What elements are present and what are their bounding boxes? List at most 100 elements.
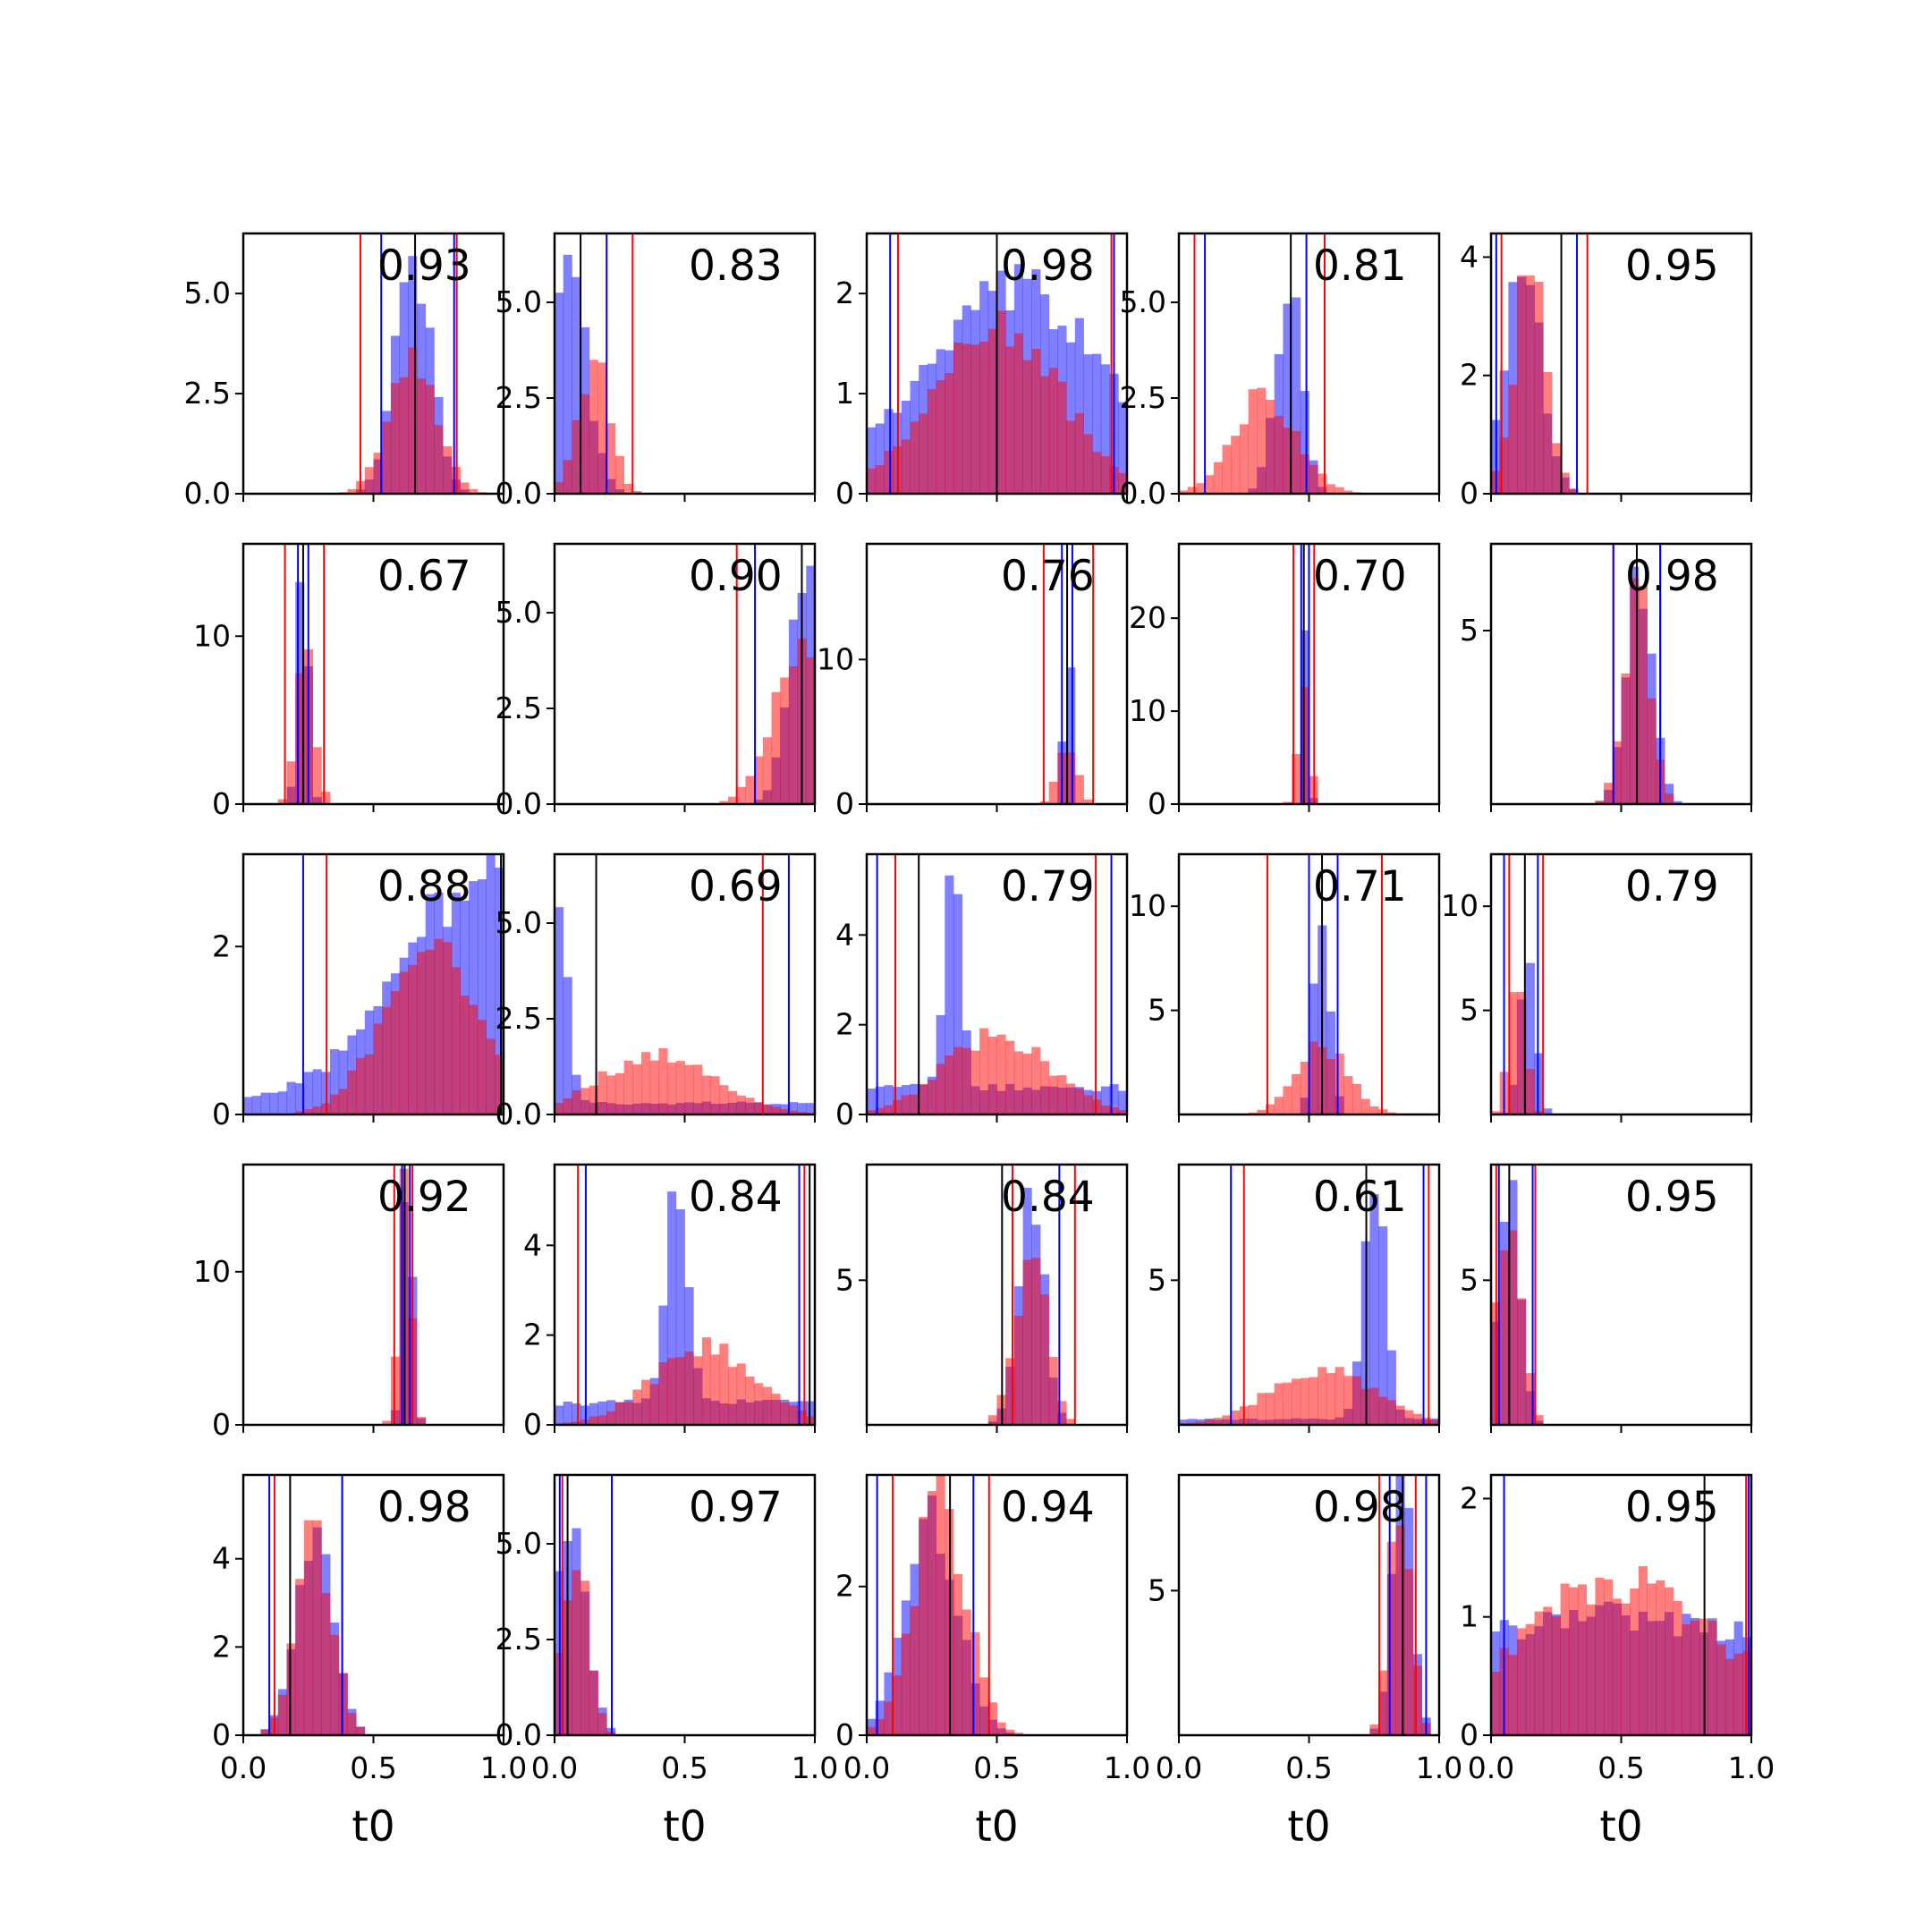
red-histogram-bar [623,1402,633,1425]
score-label: 0.93 [377,242,471,291]
blue-histogram-bar [875,423,885,494]
red-histogram-bar [1318,473,1327,494]
red-histogram-bar [970,1631,980,1735]
red-histogram-bar [641,1052,651,1114]
y-tick-label: 2 [212,928,231,963]
red-histogram-bar [970,1050,980,1114]
red-histogram-bar [1309,1377,1318,1425]
red-histogram-bar [1040,1294,1050,1425]
blue-histogram-bar [563,1401,572,1425]
blue-histogram-bar [1179,1419,1189,1425]
blue-histogram-bar [330,1049,340,1114]
red-histogram-bar [1560,1583,1570,1735]
y-tick-label: 5.0 [184,275,231,310]
blue-histogram-bar [875,1086,885,1114]
histogram-panel: 0 2 4 0.79 [835,852,1129,1131]
blue-histogram-bar [277,1091,287,1114]
red-histogram-bar [1248,1404,1258,1425]
red-histogram-bar [614,455,624,494]
red-histogram-bar [927,388,936,494]
red-histogram-bar [1300,1061,1309,1114]
score-label: 0.71 [1313,862,1407,911]
histogram-panel: 0.0 2.5 5.0 0.93 [184,232,505,511]
y-tick-label: 2 [523,1318,542,1352]
red-histogram-bar [762,1105,772,1114]
blue-histogram-bar [884,1085,894,1114]
red-histogram-bar [1257,1109,1267,1114]
blue-histogram-bar [1118,1090,1128,1114]
red-histogram-bar [417,1417,427,1425]
red-histogram-bar [1005,1358,1015,1425]
histogram-panel: 50.95 [1460,1163,1753,1433]
red-histogram-bar [996,1722,1006,1735]
red-histogram-bar [1551,1616,1561,1735]
red-histogram-bar [927,1491,936,1735]
red-histogram-bar [919,1084,928,1114]
blue-histogram-bar [563,977,572,1114]
red-histogram-bar [295,1111,305,1114]
red-histogram-bar [1066,420,1076,494]
red-histogram-bar [347,1070,357,1114]
y-tick-label: 1 [835,376,854,411]
red-histogram-bar [987,1415,997,1425]
x-tick-label: 0.0 [843,1750,890,1785]
blue-histogram-bar [675,1209,685,1425]
red-histogram-bar [330,1634,340,1735]
red-histogram-bar [1083,1095,1093,1114]
y-tick-label: 5 [1148,1572,1166,1607]
red-histogram-bar [1534,1110,1544,1114]
y-tick-label: 2 [835,1569,854,1604]
red-histogram-bar [780,677,790,804]
blue-histogram-bar [806,1103,816,1114]
red-histogram-bar [1665,793,1674,804]
red-histogram-bar [1569,488,1579,494]
red-histogram-bar [893,1099,902,1114]
red-histogram-bar [1378,1109,1388,1114]
red-histogram-bar [469,488,479,494]
y-tick-label: 0 [212,1097,231,1131]
red-histogram-bar [728,1367,738,1425]
x-tick-label: 1.0 [1728,1750,1775,1785]
red-histogram-bar [1630,578,1640,804]
red-histogram-bar [1508,1655,1518,1735]
y-tick-label: 5 [1460,1262,1479,1297]
red-histogram-bar [736,1363,746,1425]
red-histogram-bar [1083,799,1093,804]
red-histogram-bar [762,737,772,804]
red-histogram-bar [649,1060,659,1114]
y-tick-label: 4 [523,1227,542,1262]
red-histogram-bar [451,967,461,1114]
blue-histogram-bar [589,1402,598,1425]
red-histogram-bar [945,373,954,494]
y-tick-label: 4 [835,917,854,952]
score-label: 0.98 [377,1483,471,1532]
red-histogram-bar [987,1036,997,1114]
red-histogram-bar [1534,1415,1544,1425]
red-histogram-bar [1508,992,1518,1114]
histogram-panel: 0 10 0.67 [193,542,505,821]
red-histogram-bar [1378,1396,1388,1425]
blue-histogram-bar [251,1096,261,1114]
red-histogram-bar [347,1713,357,1735]
red-histogram-bar [1395,1405,1405,1425]
red-histogram-bar [425,949,435,1114]
x-tick-label: 0.0 [220,1750,267,1785]
red-histogram-bar [1266,399,1275,494]
red-histogram-bar [1066,1083,1076,1114]
red-histogram-bar [303,1520,313,1735]
red-histogram-bar [1318,1367,1327,1425]
red-histogram-bar [1005,1040,1015,1114]
red-histogram-bar [563,460,572,494]
red-histogram-bar [736,1095,746,1114]
blue-histogram-bar [667,1191,677,1425]
red-histogram-bar [399,377,409,494]
red-histogram-bar [754,1383,764,1425]
blue-histogram-bar [797,1103,807,1114]
y-tick-label: 10 [817,641,854,676]
red-histogram-bar [1647,1583,1657,1735]
red-histogram-bar [1022,1054,1032,1114]
blue-histogram-bar [597,1401,607,1425]
red-histogram-bar [1638,585,1648,804]
red-histogram-bar [996,310,1006,494]
